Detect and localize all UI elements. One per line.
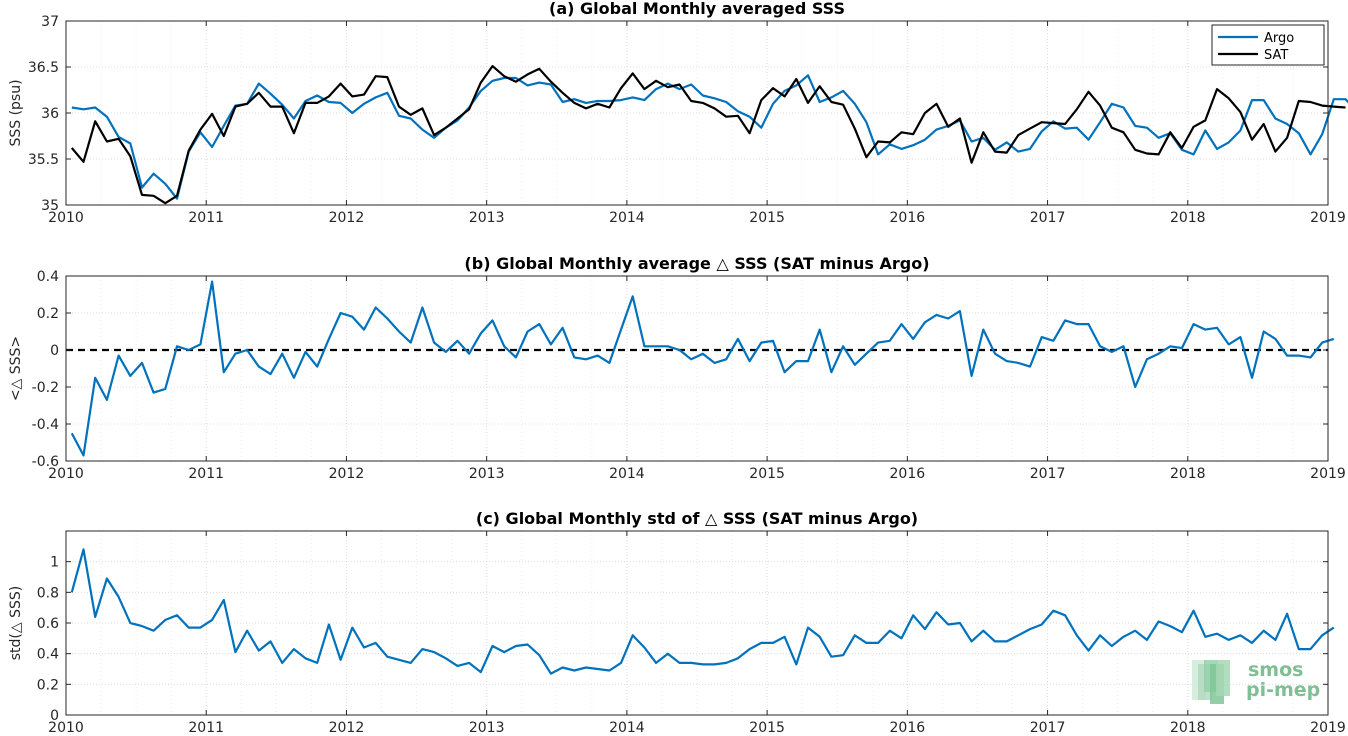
x-tick-label: 2014 bbox=[609, 466, 645, 482]
x-tick-label: 2019 bbox=[1310, 720, 1346, 736]
x-tick-label: 2011 bbox=[188, 466, 224, 482]
y-axis-label: <△ SSS> bbox=[8, 336, 24, 401]
y-tick-label: 0 bbox=[50, 343, 59, 359]
legend-label-sat: SAT bbox=[1264, 48, 1288, 63]
chart-title: (a) Global Monthly averaged SSS bbox=[549, 0, 845, 18]
y-tick-label: -0.4 bbox=[32, 417, 59, 433]
chart-title: (c) Global Monthly std of △ SSS (SAT min… bbox=[476, 509, 918, 528]
x-tick-label: 2014 bbox=[609, 210, 645, 226]
x-tick-label: 2019 bbox=[1310, 466, 1346, 482]
panel-2: 2010 2011 2012 2013 2014 2015 2016 2017 2018 2019… bbox=[8, 254, 1346, 482]
x-tick-label: 2016 bbox=[890, 466, 926, 482]
x-tick-label: 2017 bbox=[1030, 720, 1066, 736]
y-tick-label: 0.4 bbox=[37, 269, 59, 285]
x-tick-label: 2018 bbox=[1170, 466, 1206, 482]
x-tick-label: 2010 bbox=[48, 466, 84, 482]
x-tick-label: 2010 bbox=[48, 720, 84, 736]
x-tick-label: 2015 bbox=[749, 720, 785, 736]
y-axis-label: std(△ SSS) bbox=[8, 586, 24, 660]
series-line-sat bbox=[70, 64, 1346, 205]
y-tick-label: -0.2 bbox=[32, 380, 59, 396]
x-tick-label: 2012 bbox=[329, 210, 365, 226]
x-tick-label: 2014 bbox=[609, 720, 645, 736]
y-tick-label: 1 bbox=[50, 555, 59, 571]
x-tick-label: 2018 bbox=[1170, 210, 1206, 226]
series-line-delta-sss bbox=[70, 280, 1335, 457]
x-tick-label: 2013 bbox=[469, 210, 505, 226]
series-line-delta-sss bbox=[70, 548, 1335, 675]
legend-label-argo: Argo bbox=[1264, 31, 1294, 46]
y-tick-label: 0.6 bbox=[37, 616, 59, 632]
x-tick-label: 2011 bbox=[188, 210, 224, 226]
x-tick-label: 2017 bbox=[1030, 466, 1066, 482]
x-tick-label: 2013 bbox=[469, 466, 505, 482]
legend-box bbox=[1211, 24, 1325, 66]
y-tick-label: -0.6 bbox=[32, 454, 59, 470]
y-tick-label: 36.5 bbox=[28, 60, 59, 76]
x-tick-label: 2011 bbox=[188, 720, 224, 736]
panel-1: 2010 2011 2012 2013 2014 2015 2016 2017 2018 2019… bbox=[8, 0, 1348, 226]
x-tick-label: 2010 bbox=[48, 210, 84, 226]
x-tick-label: 2019 bbox=[1310, 210, 1346, 226]
y-tick-label: 37 bbox=[41, 14, 59, 30]
y-tick-label: 0.4 bbox=[37, 647, 59, 663]
x-tick-label: 2015 bbox=[749, 210, 785, 226]
x-tick-label: 2017 bbox=[1030, 210, 1066, 226]
y-tick-label: 35 bbox=[41, 198, 59, 214]
x-tick-label: 2012 bbox=[329, 466, 365, 482]
logo-text-pi-mep: pi-mep bbox=[1246, 679, 1320, 701]
y-axis-label: SSS (psu) bbox=[8, 79, 24, 146]
x-tick-label: 2018 bbox=[1170, 720, 1206, 736]
y-tick-label: 36 bbox=[41, 106, 59, 122]
y-tick-label: 0 bbox=[50, 708, 59, 724]
x-tick-label: 2015 bbox=[749, 466, 785, 482]
logo-wave-icon bbox=[1216, 660, 1230, 696]
y-tick-label: 0.2 bbox=[37, 677, 59, 693]
x-tick-label: 2012 bbox=[329, 720, 365, 736]
series-line-argo bbox=[71, 74, 1348, 200]
panel-3: 2010 2011 2012 2013 2014 2015 2016 2017 2018 2019… bbox=[8, 509, 1346, 736]
logo-text-smos: smos bbox=[1248, 659, 1303, 681]
x-tick-label: 2013 bbox=[469, 720, 505, 736]
chart-title: (b) Global Monthly average △ SSS (SAT mi… bbox=[464, 254, 929, 273]
y-tick-label: 0.2 bbox=[37, 306, 59, 322]
y-tick-label: 0.8 bbox=[37, 585, 59, 601]
x-tick-label: 2016 bbox=[890, 720, 926, 736]
axes-box bbox=[65, 275, 1329, 462]
x-tick-label: 2016 bbox=[890, 210, 926, 226]
y-tick-label: 35.5 bbox=[28, 152, 59, 168]
